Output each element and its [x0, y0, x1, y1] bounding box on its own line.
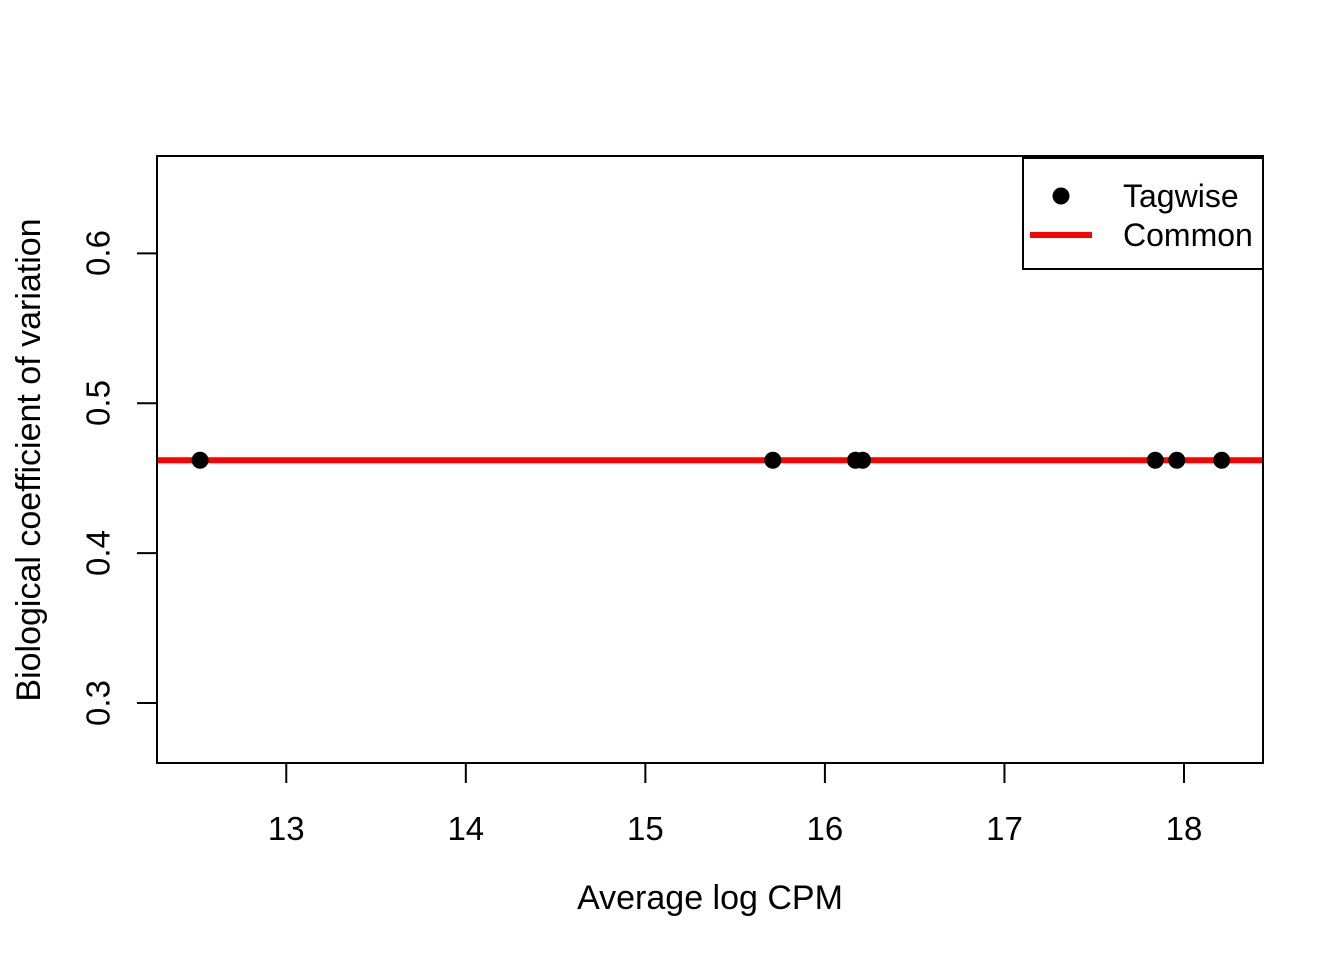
y-tick-label: 0.4: [79, 530, 117, 577]
tagwise-point: [764, 451, 782, 469]
legend-label-tagwise: Tagwise: [1123, 178, 1239, 214]
legend-box: [1022, 157, 1264, 270]
x-tick-label: 14: [447, 810, 485, 847]
tagwise-point: [1213, 451, 1231, 469]
legend-label-common: Common: [1123, 217, 1253, 253]
y-tick-label: 0.3: [79, 680, 117, 726]
plot-frame: [156, 155, 1264, 764]
tagwise-point: [854, 451, 872, 469]
x-tick-label: 15: [627, 810, 664, 847]
y-tick-label: 0.6: [79, 230, 117, 277]
tagwise-point: [1146, 451, 1164, 469]
x-tick-label: 17: [986, 810, 1023, 847]
tagwise-point: [191, 451, 209, 469]
x-tick-label: 13: [267, 810, 305, 847]
y-tick-label: 0.5: [79, 380, 117, 427]
tagwise-point: [1168, 451, 1186, 469]
x-axis-title: Average log CPM: [577, 879, 843, 917]
legend-point-marker: [1052, 187, 1070, 205]
y-axis-title: Biological coefficient of variation: [10, 218, 48, 702]
x-tick-label: 16: [806, 810, 844, 847]
x-tick-label: 18: [1165, 810, 1203, 847]
